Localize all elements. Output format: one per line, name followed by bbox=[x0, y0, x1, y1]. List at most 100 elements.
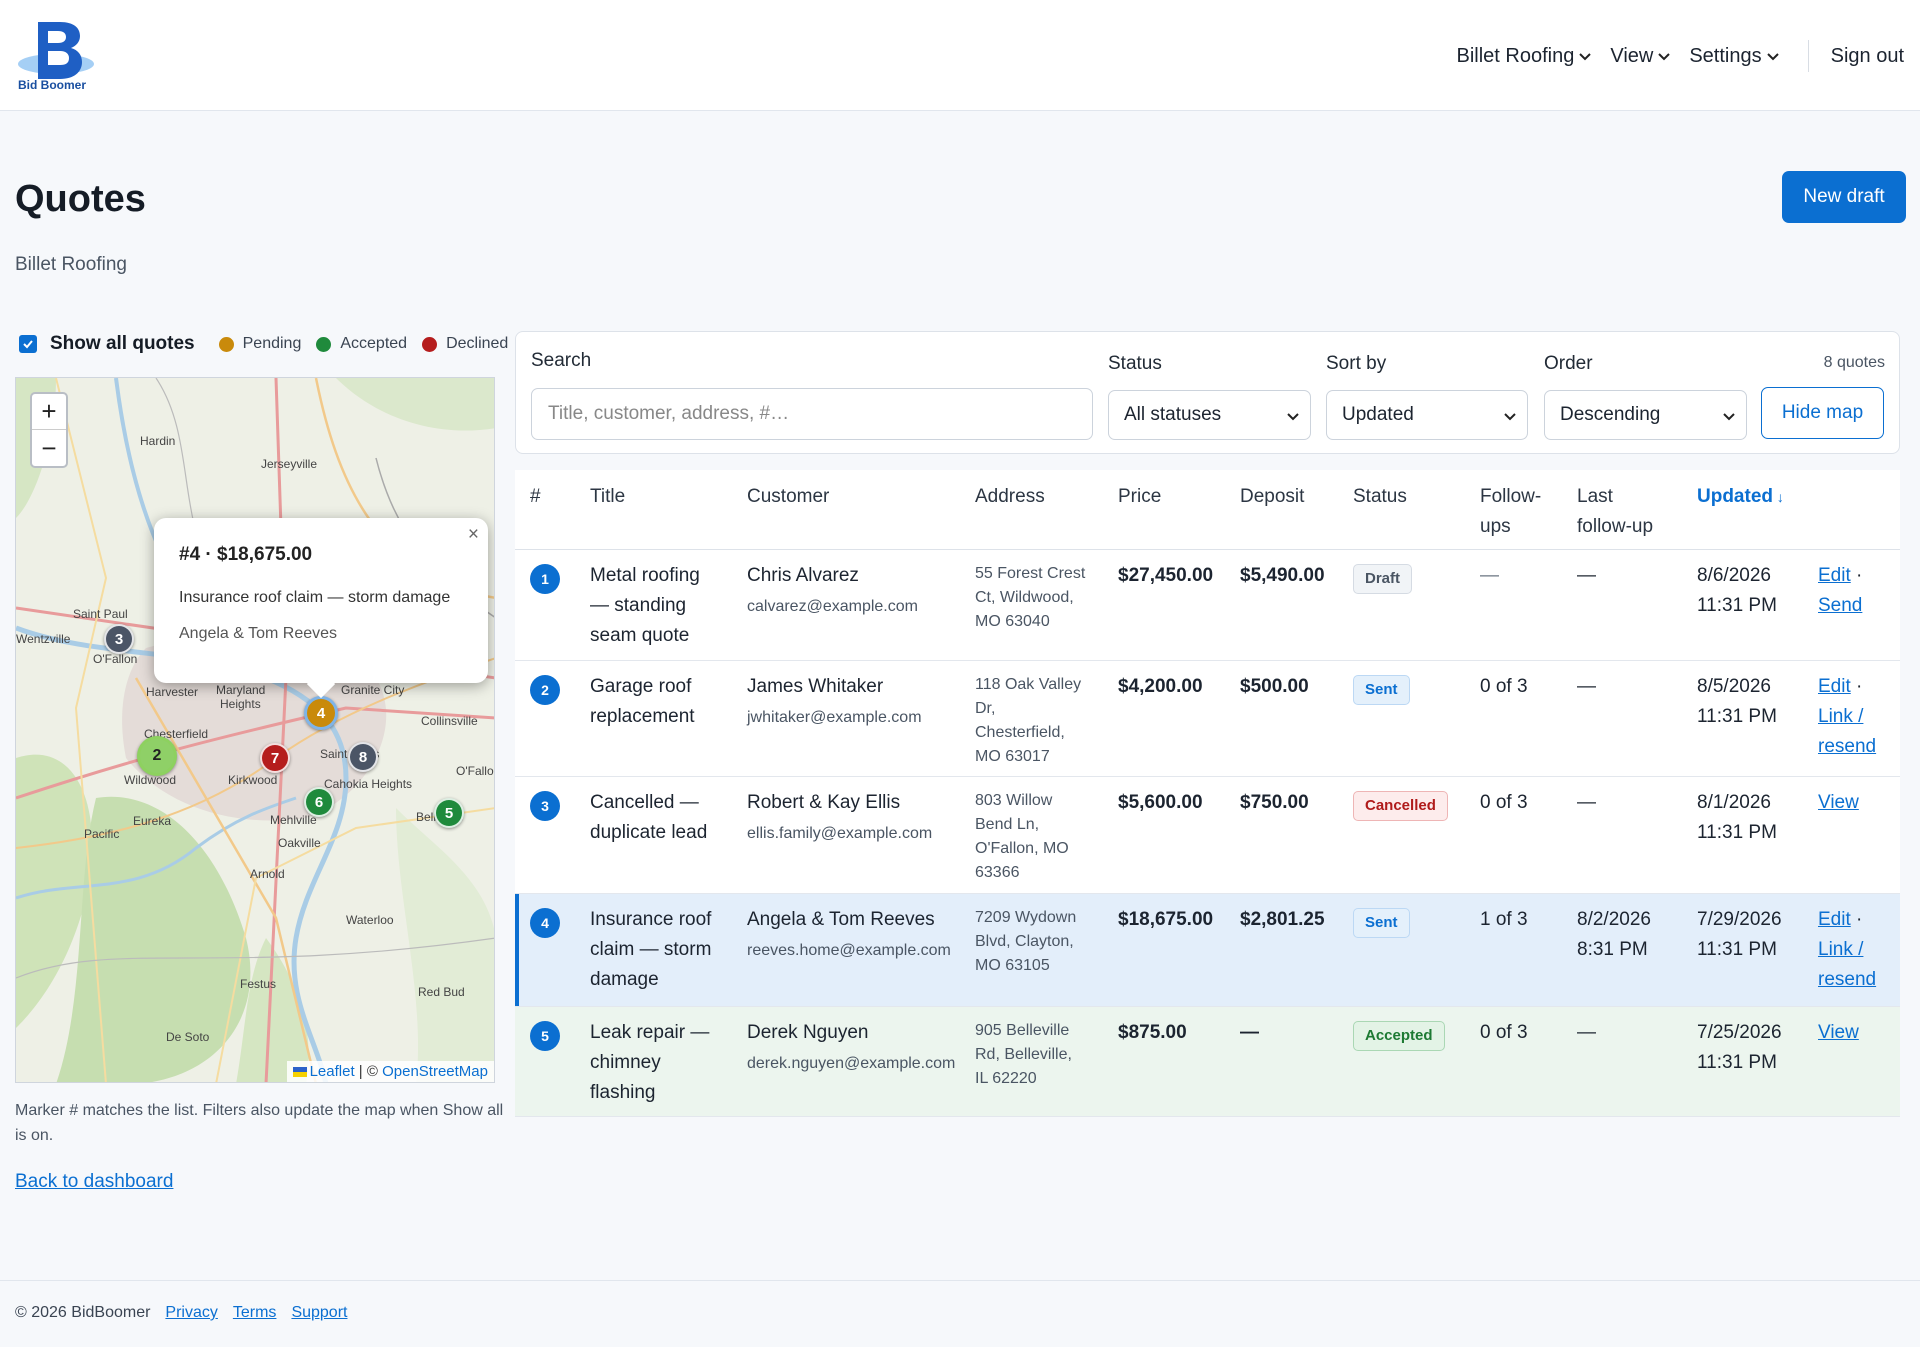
nav-settings-menu[interactable]: Settings bbox=[1689, 45, 1779, 68]
row-action-link[interactable]: Edit bbox=[1818, 909, 1851, 930]
row-price: $4,200.00 bbox=[1118, 676, 1203, 697]
map-marker-7[interactable]: 7 bbox=[260, 743, 290, 773]
row-number-badge: 2 bbox=[530, 675, 560, 705]
row-number-badge: 4 bbox=[530, 908, 560, 938]
map-popup: × #4 · $18,675.00 Insurance roof claim —… bbox=[154, 518, 488, 683]
sign-out-button[interactable]: Sign out bbox=[1830, 44, 1904, 67]
row-action-link[interactable]: Edit bbox=[1818, 676, 1851, 697]
row-action-link[interactable]: resend bbox=[1818, 969, 1877, 990]
status-select[interactable]: All statuses bbox=[1108, 390, 1311, 440]
row-customer: Chris Alvarez calvarez@example.com bbox=[747, 561, 918, 621]
map-marker-8[interactable]: 8 bbox=[348, 742, 378, 772]
new-draft-button[interactable]: New draft bbox=[1782, 171, 1906, 223]
footer-terms-link[interactable]: Terms bbox=[232, 1304, 277, 1321]
status-badge: Sent bbox=[1353, 675, 1410, 705]
bid-boomer-logo[interactable] bbox=[16, 18, 96, 92]
action-separator: · bbox=[1850, 909, 1863, 930]
status-badge: Sent bbox=[1353, 908, 1410, 938]
svg-text:Mehlville: Mehlville bbox=[270, 813, 317, 827]
chevron-down-icon bbox=[1579, 53, 1592, 61]
map-marker-2[interactable]: 2 bbox=[137, 736, 177, 776]
row-customer: Derek Nguyen derek.nguyen@example.com bbox=[747, 1018, 955, 1078]
table-row[interactable]: 3 Cancelled — duplicate lead Robert & Kay… bbox=[515, 777, 1900, 894]
row-price: $875.00 bbox=[1118, 1022, 1187, 1043]
updated-line: 11:31 PM bbox=[1697, 706, 1777, 727]
row-action-link[interactable]: Edit bbox=[1818, 565, 1851, 586]
last-line: — bbox=[1577, 565, 1596, 586]
row-updated: 8/5/2026 11:31 PM bbox=[1697, 672, 1777, 732]
row-title[interactable]: Metal roofing — standing seam quote bbox=[590, 561, 700, 651]
popup-close-icon[interactable]: × bbox=[467, 524, 479, 545]
table-row[interactable]: 5 Leak repair — chimney flashing Derek Ngu… bbox=[515, 1007, 1900, 1117]
table-row[interactable]: 4 Insurance roof claim — storm damage Ange… bbox=[515, 894, 1900, 1007]
row-last-followup: — bbox=[1577, 788, 1596, 818]
legend-declined: Declined bbox=[422, 335, 508, 353]
row-last-followup: — bbox=[1577, 561, 1596, 591]
row-action-link[interactable]: Link / bbox=[1818, 706, 1864, 727]
row-title[interactable]: Insurance roof claim — storm damage bbox=[590, 905, 711, 995]
footer-privacy-link[interactable]: Privacy bbox=[165, 1304, 218, 1321]
row-price: $5,600.00 bbox=[1118, 792, 1203, 813]
col-followups[interactable]: Follow-ups bbox=[1480, 482, 1541, 542]
top-navbar: Bid Boomer Billet Roofing View Settings … bbox=[0, 0, 1920, 111]
col-deposit[interactable]: Deposit bbox=[1240, 486, 1305, 507]
hide-map-button[interactable]: Hide map bbox=[1761, 387, 1884, 439]
address-line: 63366 bbox=[975, 864, 1020, 881]
col-status[interactable]: Status bbox=[1353, 486, 1407, 507]
map-marker-5[interactable]: 5 bbox=[434, 798, 464, 828]
col-customer[interactable]: Customer bbox=[747, 486, 830, 507]
nav-view-menu[interactable]: View bbox=[1610, 45, 1671, 68]
osm-link[interactable]: OpenStreetMap bbox=[382, 1063, 488, 1080]
legend-label: Declined bbox=[446, 335, 509, 352]
show-all-checkbox[interactable] bbox=[19, 335, 37, 353]
row-address: 118 Oak Valley Dr, Chesterfield, MO 63017 bbox=[975, 673, 1081, 769]
col-price[interactable]: Price bbox=[1118, 486, 1162, 507]
show-all-label[interactable]: Show all quotes bbox=[50, 333, 195, 354]
row-action-link[interactable]: View bbox=[1818, 1022, 1859, 1043]
row-title[interactable]: Cancelled — duplicate lead bbox=[590, 788, 707, 848]
zoom-out-button[interactable]: − bbox=[41, 432, 57, 463]
leaflet-link[interactable]: Leaflet bbox=[309, 1063, 355, 1080]
last-line: 8:31 PM bbox=[1577, 939, 1648, 960]
col-address[interactable]: Address bbox=[975, 486, 1045, 507]
nav-company-label: Billet Roofing bbox=[1456, 44, 1575, 67]
svg-text:Granite City: Granite City bbox=[341, 683, 404, 697]
nav-company-menu[interactable]: Billet Roofing bbox=[1457, 45, 1593, 68]
row-status: Sent bbox=[1353, 905, 1410, 938]
back-to-dashboard-link[interactable]: Back to dashboard bbox=[15, 1171, 174, 1192]
row-status: Draft bbox=[1353, 561, 1413, 594]
row-last-followup: 8/2/2026 8:31 PM bbox=[1577, 905, 1651, 965]
col-last-followup[interactable]: Last follow-up bbox=[1577, 482, 1653, 542]
row-action-link[interactable]: Send bbox=[1818, 595, 1863, 616]
map-marker-6[interactable]: 6 bbox=[304, 787, 334, 817]
quotes-map[interactable]: Hardin Jerseyville Saint Paul Wentzville… bbox=[15, 377, 495, 1083]
address-line: MO 63105 bbox=[975, 957, 1050, 974]
col-title[interactable]: Title bbox=[590, 486, 626, 507]
table-row[interactable]: 1 Metal roofing — standing seam quote Chri… bbox=[515, 550, 1900, 661]
svg-text:Harvester: Harvester bbox=[146, 685, 198, 699]
row-title[interactable]: Garage roof replacement bbox=[590, 672, 695, 732]
row-updated: 8/1/2026 11:31 PM bbox=[1697, 788, 1777, 848]
search-input[interactable]: Title, customer, address, #… bbox=[531, 388, 1093, 440]
row-title[interactable]: Leak repair — chimney flashing bbox=[590, 1018, 709, 1108]
footer-support-link[interactable]: Support bbox=[291, 1304, 348, 1321]
col-updated[interactable]: Updated ↓ bbox=[1697, 482, 1784, 512]
row-action-link[interactable]: resend bbox=[1818, 736, 1877, 757]
order-select[interactable]: Descending bbox=[1544, 390, 1747, 440]
col-number[interactable]: # bbox=[530, 486, 541, 507]
customer-email: ellis.family@example.com bbox=[747, 825, 933, 842]
row-customer: Angela & Tom Reeves reeves.home@example.c… bbox=[747, 905, 951, 965]
map-marker-3[interactable]: 3 bbox=[104, 624, 134, 654]
map-marker-4[interactable]: 4 bbox=[304, 696, 338, 730]
table-body: 1 Metal roofing — standing seam quote Chri… bbox=[515, 550, 1900, 1117]
customer-name: James Whitaker bbox=[747, 676, 884, 697]
updated-line: 8/6/2026 bbox=[1697, 565, 1771, 586]
sort-by-select[interactable]: Updated bbox=[1326, 390, 1528, 440]
popup-customer: Angela & Tom Reeves bbox=[179, 625, 338, 642]
table-row[interactable]: 2 Garage roof replacement James Whitaker j… bbox=[515, 661, 1900, 777]
svg-text:Hardin: Hardin bbox=[140, 434, 175, 448]
zoom-in-button[interactable]: + bbox=[32, 394, 66, 430]
row-action-link[interactable]: Link / bbox=[1818, 939, 1864, 960]
map-tiles[interactable]: Hardin Jerseyville Saint Paul Wentzville… bbox=[16, 378, 495, 1083]
row-action-link[interactable]: View bbox=[1818, 792, 1859, 813]
